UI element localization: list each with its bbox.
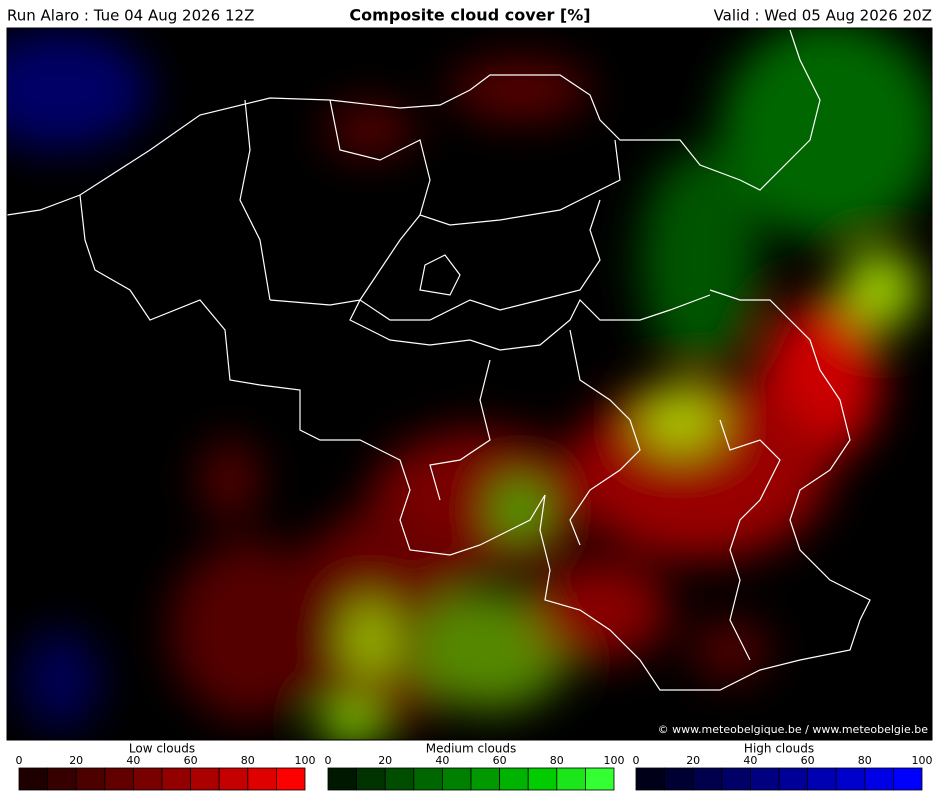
legend-swatch (132, 767, 163, 791)
legend-swatch (835, 767, 866, 791)
legend-swatch (864, 767, 894, 791)
legend-swatch (18, 767, 49, 791)
legend-swatch (635, 767, 666, 791)
legend-tick-label: 40 (743, 754, 757, 767)
legends: Low clouds 0 20 40 60 80 100 Medium clouds 0 20 40… (16, 742, 933, 791)
legend-swatch (585, 767, 615, 791)
borders (7, 29, 871, 691)
run-label: Run Alaro : Tue 04 Aug 2026 12Z (7, 7, 254, 25)
legend-swatch (664, 767, 694, 791)
map (7, 28, 932, 740)
legend-tick-label: 100 (912, 754, 933, 767)
legend-tick-label: 60 (493, 754, 507, 767)
legend-swatch (750, 767, 780, 791)
legend-swatch (692, 767, 723, 791)
legend-tick-label: 60 (801, 754, 815, 767)
cloud-field (7, 28, 932, 740)
legend-tick-label: 40 (126, 754, 140, 767)
legend-swatch (893, 767, 923, 791)
legend-swatch (384, 767, 415, 791)
legend-swatch (527, 767, 558, 791)
map-frame (6, 27, 933, 741)
map-title: Composite cloud cover [%] (349, 6, 590, 25)
legend-swatch (327, 767, 358, 791)
legend-tick-label: 20 (378, 754, 392, 767)
legend-tick-label: 60 (184, 754, 198, 767)
legend-swatch (413, 767, 443, 791)
legend-swatch (75, 767, 106, 791)
legend-tick-label: 80 (858, 754, 872, 767)
legend-swatch (247, 767, 277, 791)
legend-swatch (721, 767, 751, 791)
legend-title: High clouds (744, 742, 814, 756)
legend-tick-label: 80 (550, 754, 564, 767)
legend-swatch (356, 767, 386, 791)
legend-swatch (441, 767, 472, 791)
legend-swatch (161, 767, 192, 791)
legend-swatch (47, 767, 77, 791)
legend-swatch (470, 767, 501, 791)
legend-tick-label: 20 (686, 754, 700, 767)
legend-swatch (104, 767, 134, 791)
valid-label: Valid : Wed 05 Aug 2026 20Z (714, 7, 932, 25)
legend-tick-label: 0 (16, 754, 23, 767)
legend-swatch (556, 767, 586, 791)
legend-swatch (807, 767, 837, 791)
legend-tick-label: 100 (604, 754, 625, 767)
legend-title: Medium clouds (426, 742, 517, 756)
legend-tick-label: 100 (295, 754, 316, 767)
legend-swatch (190, 767, 220, 791)
legend-swatch (499, 767, 529, 791)
legend-swatch (275, 767, 306, 791)
legend-tick-label: 0 (633, 754, 640, 767)
legend-swatch (778, 767, 809, 791)
legend-swatch (218, 767, 249, 791)
legend-title: Low clouds (129, 742, 195, 756)
legend-tick-label: 40 (435, 754, 449, 767)
credit: © www.meteobelgique.be / www.meteobelgie… (658, 723, 929, 736)
legend-tick-label: 0 (325, 754, 332, 767)
legend-tick-label: 80 (241, 754, 255, 767)
legend-tick-label: 20 (69, 754, 83, 767)
